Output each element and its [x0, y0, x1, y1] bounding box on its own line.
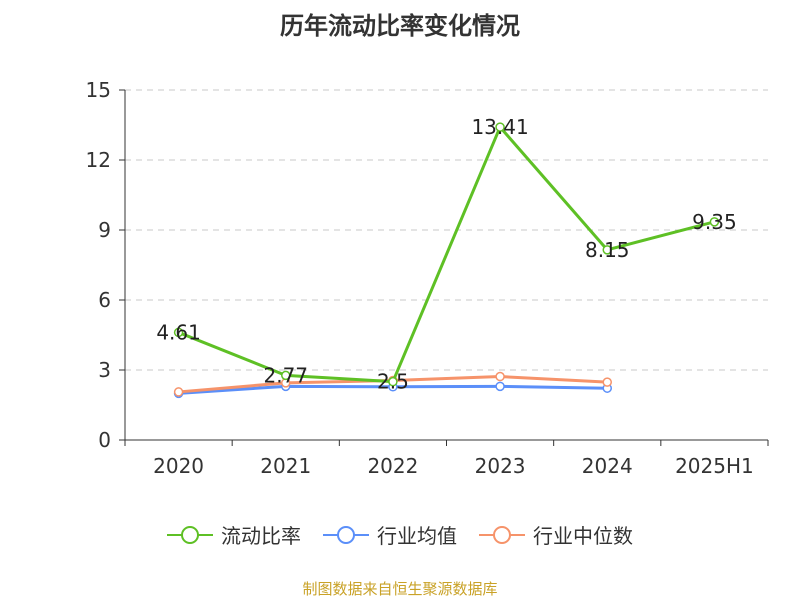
source-note: 制图数据来自恒生聚源数据库 [302, 580, 498, 598]
x-tick-label: 2024 [582, 454, 633, 478]
y-tick-label: 15 [86, 78, 111, 102]
data-point [495, 122, 505, 132]
legend-label: 流动比率 [221, 524, 301, 548]
data-label: 4.61 [156, 320, 201, 344]
chart-title: 历年流动比率变化情况 [280, 12, 520, 40]
data-point [173, 387, 184, 397]
data-point [602, 245, 612, 255]
x-tick-label: 2025H1 [675, 454, 754, 478]
legend-item-current-ratio[interactable]: 流动比率 [167, 520, 301, 549]
y-tick-label: 0 [98, 428, 111, 452]
legend-label: 行业中位数 [533, 524, 633, 548]
data-point [495, 371, 505, 382]
legend-line-marker-icon [323, 525, 369, 544]
data-label: 2.77 [263, 363, 308, 387]
data-label: 13.41 [471, 115, 528, 139]
x-tick-label: 2022 [367, 454, 418, 478]
data-label: 2.5 [377, 370, 409, 394]
legend-label: 行业均值 [377, 524, 457, 548]
y-tick-label: 6 [98, 288, 111, 312]
data-label: 8.15 [585, 238, 630, 262]
data-point [281, 370, 291, 381]
data-point [388, 376, 398, 387]
series-line [178, 125, 715, 384]
y-tick-label: 12 [86, 148, 111, 172]
legend-line-marker-icon [167, 525, 213, 544]
y-tick-label: 9 [98, 218, 111, 242]
x-tick-label: 2020 [153, 454, 204, 478]
legend-item-industry-median[interactable]: 行业中位数 [479, 520, 633, 549]
legend-item-industry-mean[interactable]: 行业均值 [323, 520, 457, 549]
data-label: 9.35 [692, 210, 737, 234]
x-tick-label: 2023 [475, 454, 526, 478]
data-point [495, 381, 505, 392]
y-tick-label: 3 [98, 358, 111, 382]
data-point [602, 377, 612, 387]
legend: 流动比率 行业均值 行业中位数 [0, 520, 800, 549]
data-point [173, 327, 184, 338]
data-point [709, 217, 720, 227]
legend-line-marker-icon [479, 525, 525, 544]
x-tick-label: 2021 [260, 454, 311, 478]
